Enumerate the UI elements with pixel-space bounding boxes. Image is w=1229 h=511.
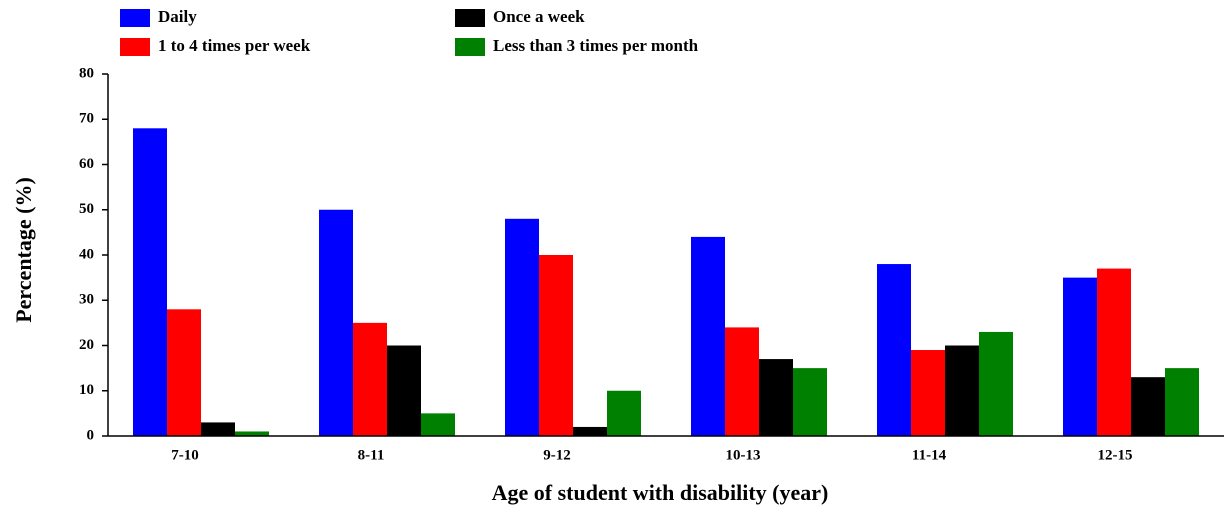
x-tick-label: 12-15	[1098, 447, 1133, 463]
bar	[167, 309, 201, 436]
y-tick-label: 20	[79, 337, 94, 353]
bar	[353, 322, 387, 436]
legend-swatch	[455, 38, 485, 56]
bar	[1063, 277, 1097, 436]
legend-swatch	[455, 9, 485, 27]
legend-label: 1 to 4 times per week	[158, 36, 311, 55]
bar	[505, 218, 539, 436]
y-tick-label: 50	[79, 201, 94, 217]
x-tick-label: 11-14	[912, 447, 947, 463]
bar	[1097, 268, 1131, 436]
y-tick-label: 0	[87, 427, 95, 443]
legend-swatch	[120, 38, 150, 56]
bar	[877, 264, 911, 436]
bar	[421, 413, 455, 436]
y-tick-label: 30	[79, 292, 94, 308]
bar	[573, 426, 607, 436]
x-tick-label: 9-12	[543, 447, 571, 463]
bar	[979, 331, 1013, 436]
x-tick-label: 8-11	[358, 447, 385, 463]
legend-label: Less than 3 times per month	[493, 36, 699, 55]
bar	[607, 390, 641, 436]
legend-label: Once a week	[493, 7, 585, 26]
legend-label: Daily	[158, 7, 197, 26]
bar	[201, 422, 235, 436]
y-tick-label: 60	[79, 156, 94, 172]
bar	[133, 128, 167, 437]
bar	[759, 359, 793, 436]
y-tick-label: 10	[79, 382, 94, 398]
y-tick-label: 70	[79, 111, 94, 127]
x-tick-label: 10-13	[726, 447, 761, 463]
bar	[1165, 368, 1199, 436]
bar	[911, 350, 945, 436]
bar	[235, 431, 269, 436]
x-tick-label: 7-10	[171, 447, 199, 463]
bar	[1131, 377, 1165, 436]
y-axis-title: Percentage (%)	[11, 177, 36, 323]
bar	[691, 236, 725, 436]
x-axis-title: Age of student with disability (year)	[492, 480, 829, 505]
bar	[539, 255, 573, 436]
bar	[319, 209, 353, 436]
bar	[945, 345, 979, 436]
y-tick-label: 80	[79, 65, 94, 81]
bar	[725, 327, 759, 436]
legend-swatch	[120, 9, 150, 27]
bar	[387, 345, 421, 436]
bar	[793, 368, 827, 436]
y-tick-label: 40	[79, 246, 94, 262]
